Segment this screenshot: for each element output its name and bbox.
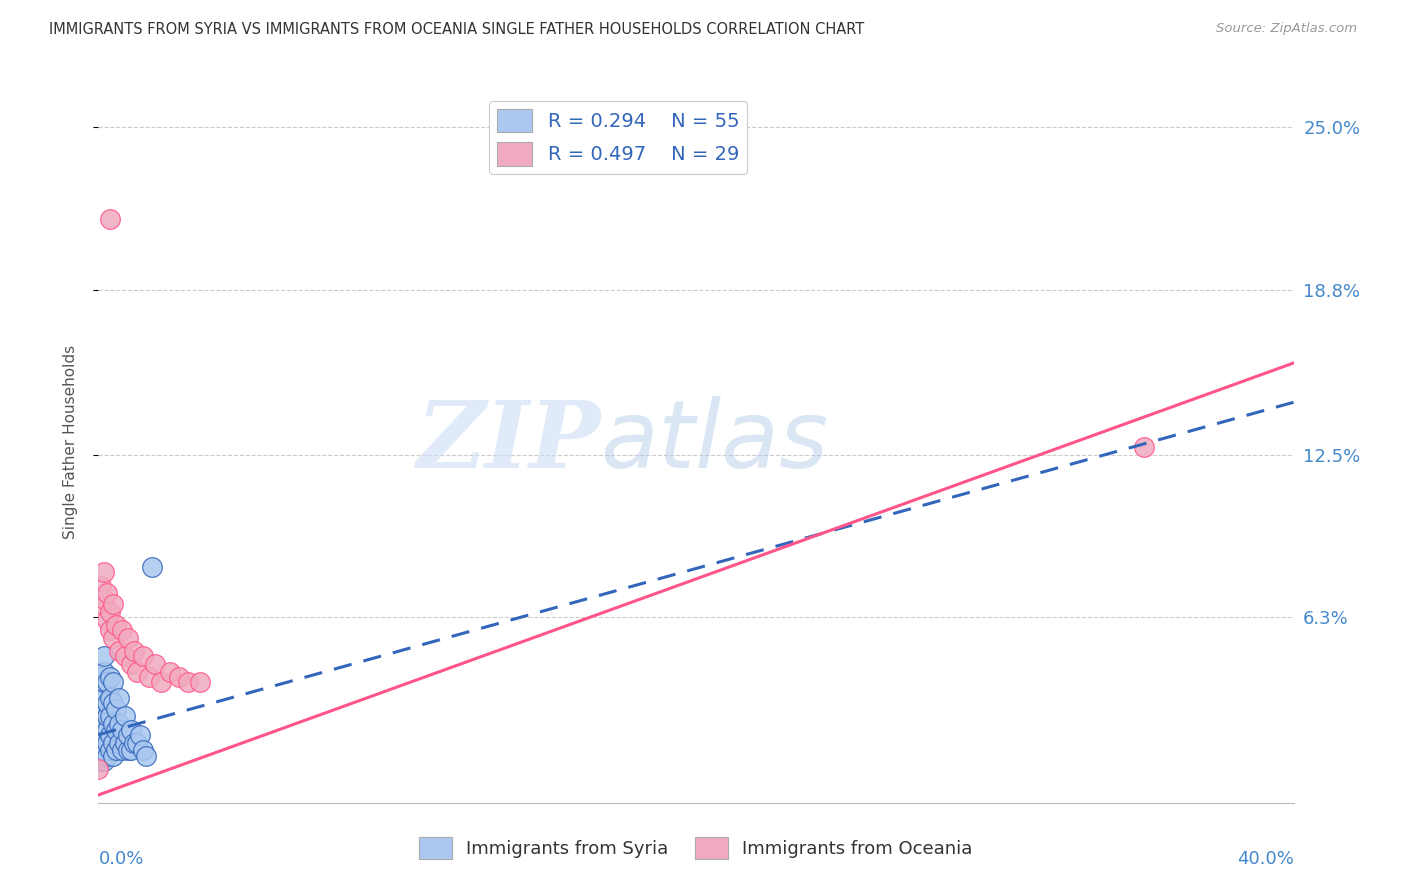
Point bbox=[132, 743, 155, 757]
Point bbox=[124, 644, 146, 658]
Point bbox=[103, 675, 125, 690]
Point bbox=[93, 701, 115, 715]
Point bbox=[103, 696, 125, 710]
Point bbox=[93, 665, 115, 679]
Point bbox=[124, 735, 146, 749]
Point bbox=[1133, 440, 1156, 454]
Point bbox=[87, 735, 110, 749]
Text: 0.0%: 0.0% bbox=[98, 850, 143, 868]
Point bbox=[93, 754, 115, 768]
Text: atlas: atlas bbox=[600, 396, 828, 487]
Text: 40.0%: 40.0% bbox=[1237, 850, 1294, 868]
Point bbox=[177, 675, 200, 690]
Point bbox=[105, 723, 128, 737]
Point bbox=[105, 701, 128, 715]
Point bbox=[96, 709, 118, 723]
Text: Source: ZipAtlas.com: Source: ZipAtlas.com bbox=[1216, 22, 1357, 36]
Point bbox=[96, 735, 118, 749]
Point bbox=[111, 723, 134, 737]
Point bbox=[90, 670, 112, 684]
Point bbox=[105, 617, 128, 632]
Y-axis label: Single Father Households: Single Father Households bbox=[63, 344, 77, 539]
Point bbox=[90, 597, 112, 611]
Point bbox=[87, 762, 110, 776]
Point bbox=[96, 696, 118, 710]
Point bbox=[93, 717, 115, 731]
Point bbox=[167, 670, 190, 684]
Point bbox=[96, 675, 118, 690]
Point bbox=[138, 670, 160, 684]
Point bbox=[103, 597, 125, 611]
Point bbox=[103, 748, 125, 763]
Point bbox=[98, 623, 122, 637]
Point bbox=[132, 649, 155, 664]
Point bbox=[93, 675, 115, 690]
Point bbox=[127, 735, 149, 749]
Point bbox=[150, 675, 173, 690]
Point bbox=[141, 560, 163, 574]
Point bbox=[93, 691, 115, 706]
Point bbox=[93, 728, 115, 742]
Text: IMMIGRANTS FROM SYRIA VS IMMIGRANTS FROM OCEANIA SINGLE FATHER HOUSEHOLDS CORREL: IMMIGRANTS FROM SYRIA VS IMMIGRANTS FROM… bbox=[49, 22, 865, 37]
Point bbox=[90, 717, 112, 731]
Point bbox=[135, 748, 157, 763]
Point bbox=[111, 743, 134, 757]
Point bbox=[159, 665, 181, 679]
Point bbox=[111, 623, 134, 637]
Point bbox=[108, 717, 131, 731]
Point bbox=[96, 613, 118, 627]
Point bbox=[90, 709, 112, 723]
Point bbox=[93, 743, 115, 757]
Point bbox=[90, 683, 112, 698]
Point bbox=[96, 748, 118, 763]
Point bbox=[103, 631, 125, 645]
Point bbox=[117, 631, 139, 645]
Point bbox=[114, 649, 136, 664]
Text: ZIP: ZIP bbox=[416, 397, 600, 486]
Point bbox=[114, 735, 136, 749]
Point bbox=[90, 578, 112, 592]
Point bbox=[129, 728, 152, 742]
Point bbox=[90, 728, 112, 742]
Point bbox=[120, 657, 142, 671]
Point bbox=[120, 743, 142, 757]
Point bbox=[108, 691, 131, 706]
Point bbox=[93, 649, 115, 664]
Point bbox=[90, 754, 112, 768]
Point bbox=[114, 709, 136, 723]
Point bbox=[98, 709, 122, 723]
Point bbox=[103, 717, 125, 731]
Point bbox=[98, 743, 122, 757]
Point bbox=[105, 743, 128, 757]
Point bbox=[93, 566, 115, 580]
Point bbox=[143, 657, 166, 671]
Point bbox=[93, 591, 115, 606]
Point bbox=[127, 665, 149, 679]
Point bbox=[108, 644, 131, 658]
Point bbox=[98, 212, 122, 227]
Point bbox=[96, 586, 118, 600]
Point bbox=[117, 743, 139, 757]
Point bbox=[117, 728, 139, 742]
Point bbox=[98, 728, 122, 742]
Point bbox=[90, 743, 112, 757]
Point bbox=[96, 723, 118, 737]
Point bbox=[98, 605, 122, 619]
Point bbox=[90, 696, 112, 710]
Legend: Immigrants from Syria, Immigrants from Oceania: Immigrants from Syria, Immigrants from O… bbox=[412, 830, 980, 866]
Point bbox=[120, 723, 142, 737]
Point bbox=[108, 735, 131, 749]
Point bbox=[87, 748, 110, 763]
Point bbox=[188, 675, 211, 690]
Point bbox=[98, 691, 122, 706]
Point bbox=[98, 670, 122, 684]
Point bbox=[103, 735, 125, 749]
